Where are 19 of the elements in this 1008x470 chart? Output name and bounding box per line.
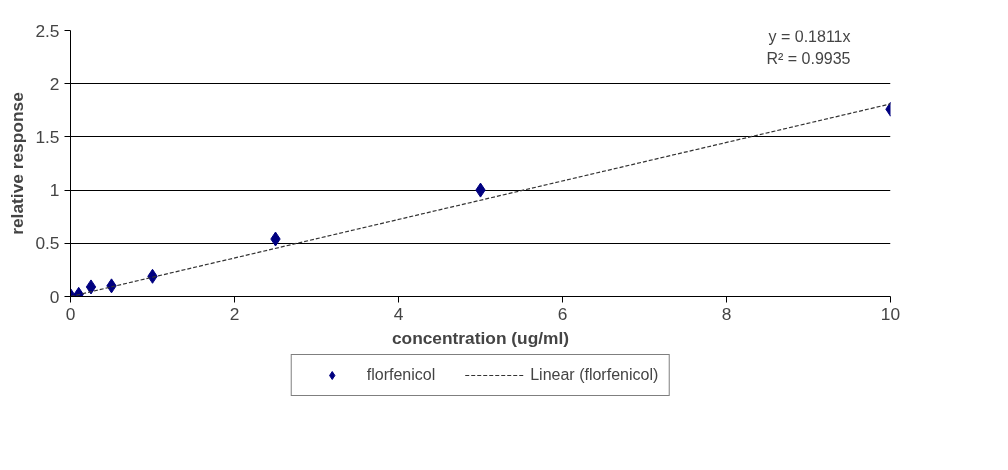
y-tick-label: 0 <box>49 286 60 307</box>
y-tick-label: 2.5 <box>35 20 60 41</box>
x-axis-title: concentration (ug/ml) <box>391 327 570 348</box>
x-tick-label: 6 <box>557 303 568 324</box>
x-tick-label: 10 <box>880 303 901 324</box>
legend-label: Linear (florfenicol) <box>530 366 659 384</box>
annotation: R² = 0.9935 <box>766 50 851 67</box>
y-tick-label: 2 <box>49 73 60 94</box>
annotation: y = 0.1811x <box>768 28 851 45</box>
x-tick-label: 4 <box>393 303 404 324</box>
y-tick-label: 1.5 <box>35 126 60 147</box>
x-tick-label: 8 <box>721 303 732 324</box>
y-axis-title: relative response <box>7 91 28 235</box>
y-tick-label: 0.5 <box>35 233 60 254</box>
y-tick-label: 1 <box>49 180 60 201</box>
x-tick-label: 2 <box>229 303 240 324</box>
x-tick-label: 0 <box>65 303 76 324</box>
point <box>85 279 97 295</box>
legend-label: florfenicol <box>366 366 436 384</box>
